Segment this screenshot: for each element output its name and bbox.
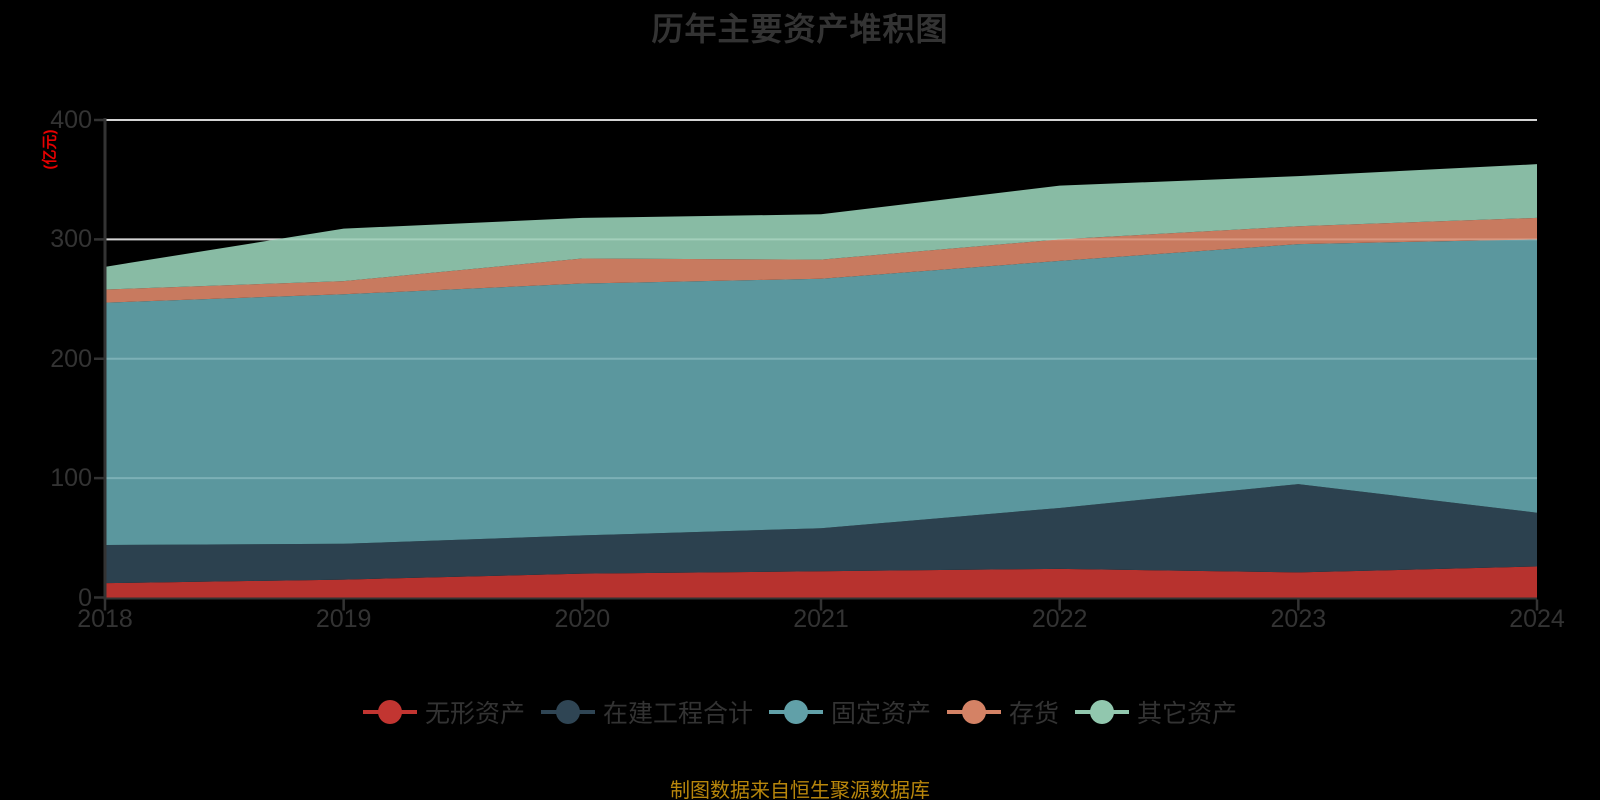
y-tick-label: 400 (50, 106, 92, 134)
x-tick-label: 2018 (77, 605, 133, 633)
area-band-2[interactable] (105, 239, 1537, 545)
legend-item-4[interactable]: 其它资产 (1075, 694, 1237, 730)
area-band-1[interactable] (105, 484, 1537, 584)
area-band-0[interactable] (105, 566, 1537, 598)
x-tick-label: 2019 (315, 605, 372, 633)
legend-label: 存货 (1009, 700, 1060, 728)
x-tick-label: 2024 (1509, 605, 1565, 633)
x-tick-label: 2021 (793, 605, 849, 633)
chart-title: 历年主要资产堆积图 (651, 11, 949, 47)
legend-item-3[interactable]: 存货 (947, 694, 1059, 730)
legend-item-1[interactable]: 在建工程合计 (540, 694, 753, 730)
legend-marker-icon (768, 700, 823, 724)
legend-label: 在建工程合计 (602, 700, 753, 728)
x-tick-label: 2023 (1270, 605, 1327, 633)
legend-marker-icon (947, 700, 1001, 724)
x-tick-label: 2020 (554, 605, 611, 633)
legend-item-2[interactable]: 固定资产 (768, 694, 931, 730)
y-tick-label: 300 (50, 225, 92, 254)
legend-label: 其它资产 (1137, 700, 1238, 728)
y-tick-label: 200 (50, 344, 92, 373)
area-band-4[interactable] (105, 164, 1537, 290)
legend: 无形资产 在建工程合计 固定资产 存货 其它资产 (0, 694, 1600, 730)
legend-marker-icon (1075, 700, 1130, 724)
legend-label: 固定资产 (830, 700, 931, 728)
legend-marker-icon (540, 700, 595, 724)
data-source-note: 制图数据来自恒生聚源数据库 (670, 780, 930, 800)
y-tick-label: 0 (78, 583, 92, 612)
legend-label: 无形资产 (424, 700, 525, 728)
area-band-3[interactable] (105, 217, 1537, 303)
legend-item-0[interactable]: 无形资产 (362, 694, 525, 730)
legend-marker-icon (362, 700, 417, 724)
x-tick-label: 2022 (1031, 605, 1088, 633)
y-tick-label: 100 (50, 464, 92, 493)
